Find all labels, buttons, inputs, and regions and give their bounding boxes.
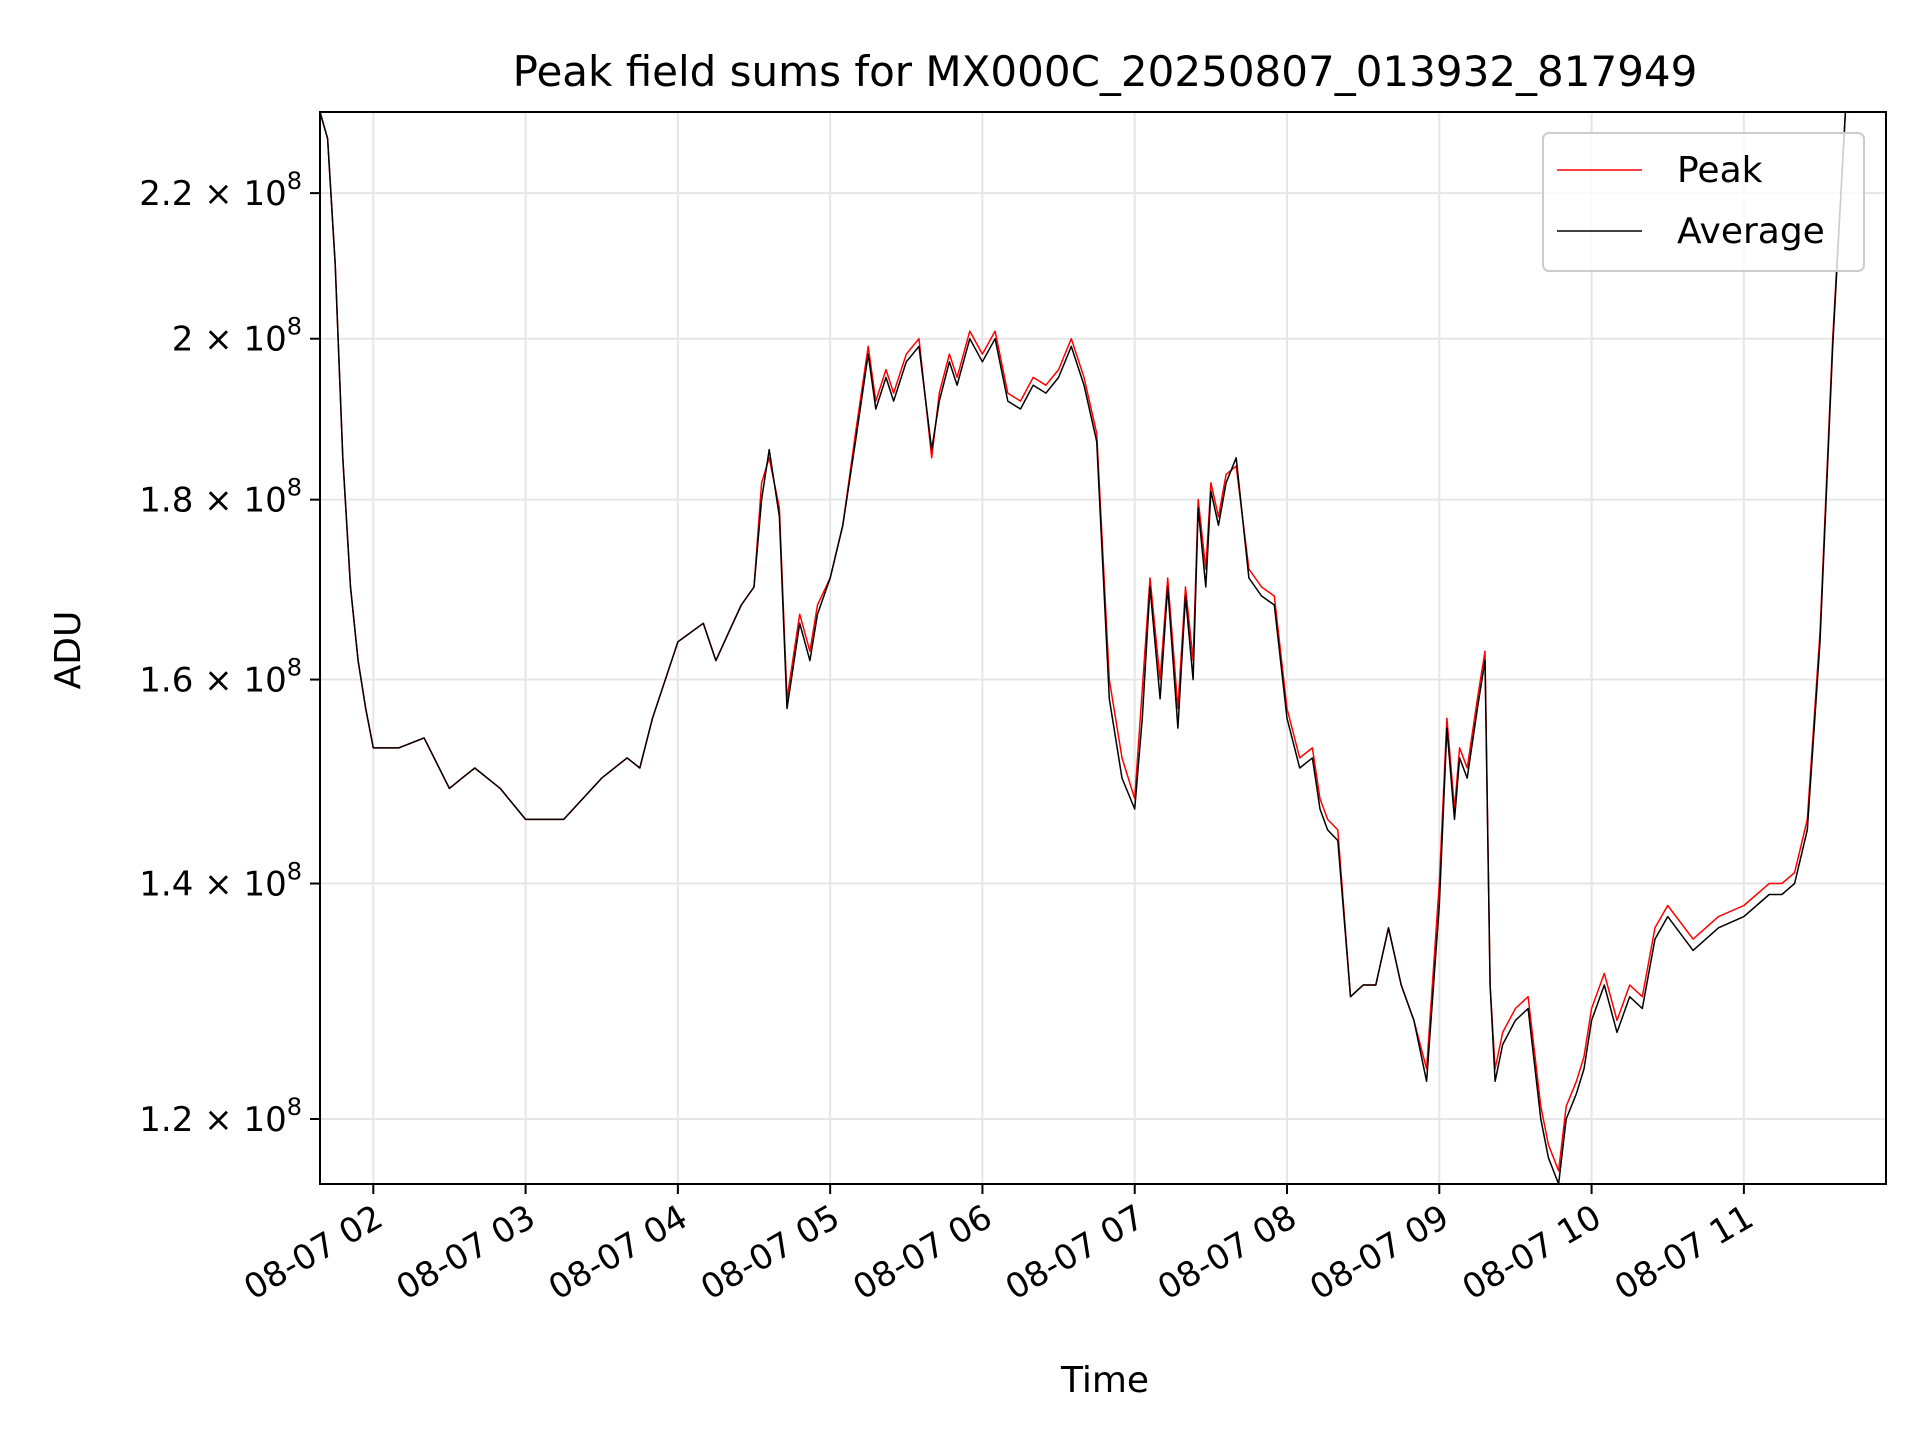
plot-lines [320, 112, 1847, 1184]
grid [320, 112, 1886, 1184]
chart-title: Peak field sums for MX000C_20250807_0139… [513, 47, 1698, 96]
y-axis-label: ADU [48, 611, 89, 690]
y-tick-label: 1.4 × 108 [139, 858, 302, 905]
legend-box [1542, 132, 1865, 272]
x-axis-label: Time [1060, 1360, 1149, 1401]
legend: Peak Average [1542, 132, 1865, 272]
y-axis-ticks: 1.2 × 108 1.4 × 108 1.6 × 108 1.8 × 108 2 × … [139, 167, 320, 1140]
y-tick-label: 1.8 × 108 [139, 474, 302, 521]
y-tick-label: 1.6 × 108 [139, 654, 302, 701]
legend-label-peak: Peak [1677, 150, 1763, 191]
y-tick-label: 2 × 108 [172, 313, 302, 360]
y-tick-label: 2.2 × 108 [139, 167, 302, 214]
series-line-average [320, 112, 1847, 1184]
legend-label-average: Average [1677, 211, 1825, 252]
plot-frame [319, 111, 1887, 1185]
y-tick-label: 1.2 × 108 [139, 1093, 302, 1140]
